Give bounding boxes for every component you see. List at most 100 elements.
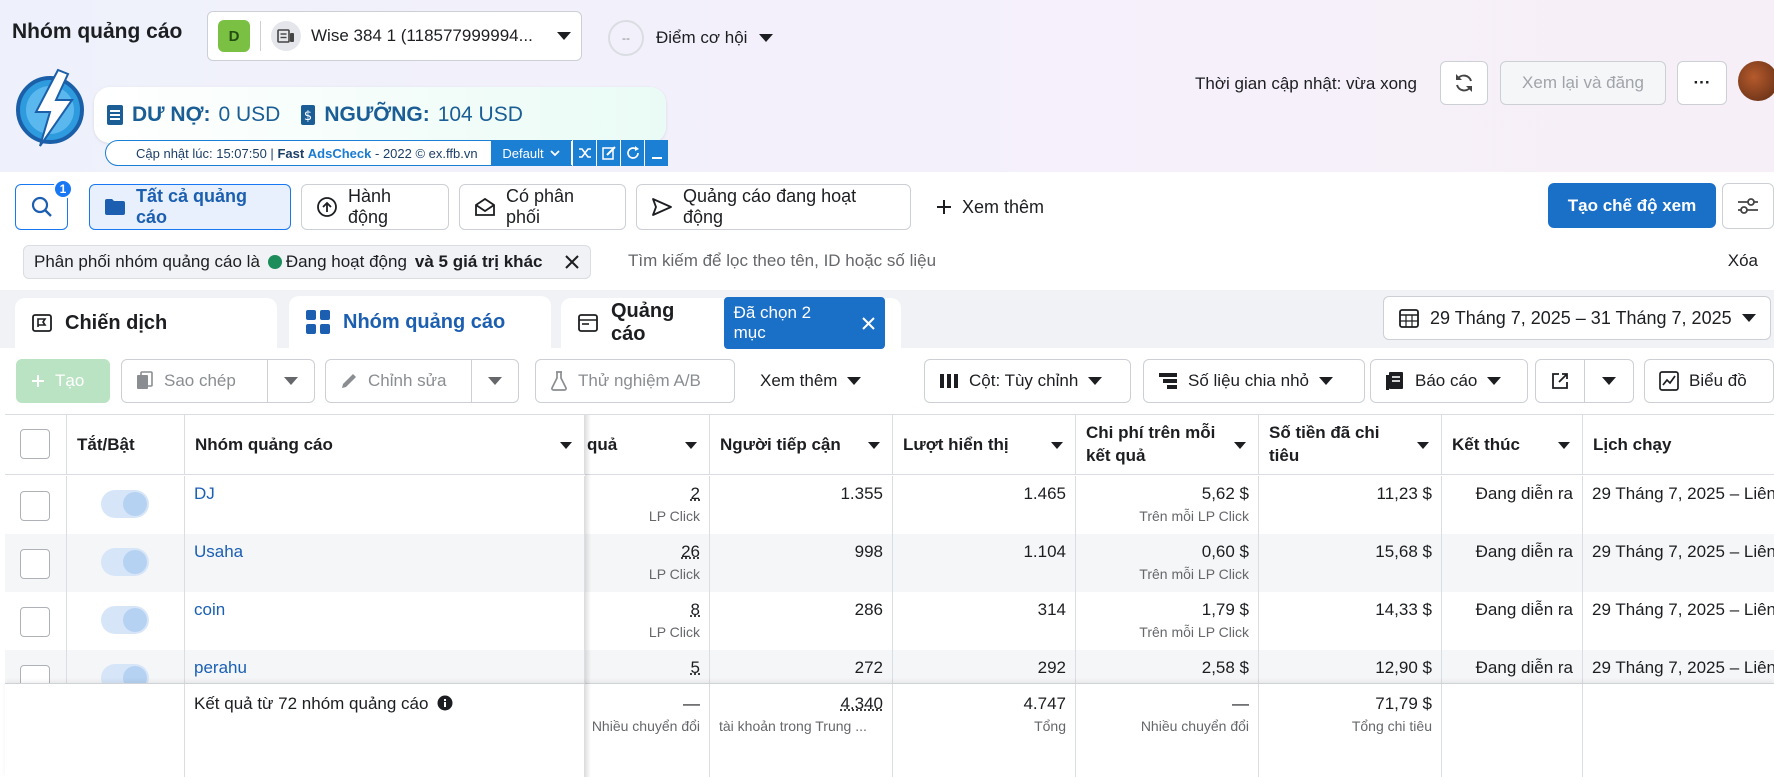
brand-fast: Fast <box>277 146 304 161</box>
extension-status-bar: Cập nhật lúc: 15:07:50 | Fast AdsCheck -… <box>105 140 668 166</box>
more-options-button[interactable]: ··· <box>1677 61 1727 105</box>
report-icon <box>1385 371 1405 391</box>
chart-label: Biểu đồ <box>1689 371 1747 391</box>
edit-dropdown[interactable] <box>471 359 519 403</box>
delivery-filter-chip[interactable]: Phân phối nhóm quảng cáo là Đang hoạt độ… <box>23 245 591 279</box>
footer-summary-label: Kết quả từ 72 nhóm quảng cáo <box>194 694 428 713</box>
breakdown-button[interactable]: Số liệu chia nhỏ <box>1143 359 1365 403</box>
account-selector[interactable]: D Wise 384 1 (118577999994... <box>207 11 582 61</box>
info-icon[interactable] <box>437 695 453 711</box>
date-range-picker[interactable]: 29 Tháng 7, 2025 – 31 Tháng 7, 2025 <box>1383 296 1771 340</box>
column-header-name[interactable]: Nhóm quảng cáo <box>185 415 585 475</box>
status-toggle[interactable] <box>101 664 149 683</box>
customize-view-button[interactable] <box>1722 183 1774 229</box>
table-row[interactable]: perahu 5 272 292 2,58 $ 12,90 $ Đang diễ… <box>5 650 1774 683</box>
table-row[interactable]: DJ 2 LP Click 1.355 1.465 5,62 $ Trên mỗi … <box>5 476 1774 534</box>
column-header-schedule[interactable]: Lịch chạy <box>1583 415 1774 475</box>
edit-icon[interactable] <box>596 140 620 166</box>
selected-items-chip[interactable]: Đã chọn 2 mục <box>724 297 885 349</box>
duplicate-button[interactable]: Sao chép <box>121 359 268 403</box>
fast-adscheck-logo-icon[interactable] <box>12 66 92 150</box>
results-subtext: LP Click <box>594 508 700 524</box>
reports-button[interactable]: Báo cáo <box>1370 359 1528 403</box>
status-toggle[interactable] <box>101 606 149 634</box>
tab-adsets[interactable]: Nhóm quảng cáo <box>289 296 551 348</box>
delivered-button[interactable]: Có phân phối <box>459 184 626 230</box>
cpr-cell: 1,79 $ Trên mỗi LP Click <box>1076 592 1259 650</box>
adset-name-link[interactable]: DJ <box>185 476 585 534</box>
ab-test-button[interactable]: Thử nghiệm A/B <box>535 359 735 403</box>
all-ads-button[interactable]: Tất cả quảng cáo <box>89 184 291 230</box>
row-checkbox[interactable] <box>20 491 50 521</box>
adset-name-link[interactable]: perahu <box>185 650 585 683</box>
cpr-cell: 2,58 $ <box>1076 650 1259 683</box>
duplicate-dropdown[interactable] <box>267 359 315 403</box>
close-icon[interactable] <box>862 317 875 330</box>
profile-select[interactable]: Default <box>491 140 571 166</box>
export-dropdown[interactable] <box>1584 359 1634 403</box>
column-header-toggle[interactable]: Tắt/Bật <box>67 415 185 475</box>
edit-button[interactable]: Chỉnh sửa <box>325 359 472 403</box>
columns-label: Cột: Tùy chỉnh <box>969 371 1078 391</box>
footer-spacer <box>5 684 185 777</box>
sort-caret-icon <box>868 442 880 449</box>
review-publish-button[interactable]: Xem lại và đăng <box>1500 61 1666 105</box>
adset-name-link[interactable]: coin <box>185 592 585 650</box>
refresh-icon[interactable] <box>620 140 644 166</box>
avatar[interactable] <box>1738 61 1774 101</box>
table-row[interactable]: Usaha 26 LP Click 998 1.104 0,60 $ Trên mỗ… <box>5 534 1774 592</box>
footer-results-value: — <box>585 694 700 714</box>
tab-ads[interactable]: Quảng cáo Đã chọn 2 mục <box>561 298 901 348</box>
spent-cell: 12,90 $ <box>1259 650 1442 683</box>
delivered-label: Có phân phối <box>506 186 611 228</box>
status-toggle[interactable] <box>101 490 149 518</box>
row-checkbox[interactable] <box>20 549 50 579</box>
column-header-amount-spent[interactable]: Số tiền đã chi tiêu <box>1259 415 1442 475</box>
minimize-icon[interactable] <box>644 140 668 166</box>
row-checkbox[interactable] <box>20 665 50 683</box>
update-status: Thời gian cập nhật: vừa xong <box>1195 74 1417 94</box>
active-ads-button[interactable]: Quảng cáo đang hoạt động <box>636 184 911 230</box>
create-view-button[interactable]: Tạo chế độ xem <box>1548 183 1716 228</box>
sort-caret-icon <box>1558 442 1570 449</box>
opportunity-score[interactable]: -- Điểm cơ hội <box>608 20 773 56</box>
sort-caret-icon <box>560 442 572 449</box>
columns-button[interactable]: Cột: Tùy chỉnh <box>924 359 1131 403</box>
create-label: Tạo <box>55 371 84 391</box>
search-button[interactable]: 1 <box>15 184 68 230</box>
chart-button[interactable]: Biểu đồ <box>1644 359 1774 403</box>
column-header-impressions[interactable]: Lượt hiển thị <box>893 415 1076 475</box>
status-toggle[interactable] <box>101 548 149 576</box>
column-header-cost-per-result[interactable]: Chi phí trên mỗi kết quả <box>1076 415 1259 475</box>
tab-adsets-label: Nhóm quảng cáo <box>343 311 505 334</box>
shuffle-icon[interactable] <box>572 140 596 166</box>
column-header-impressions-label: Lượt hiển thị <box>903 435 1009 455</box>
column-header-results[interactable]: quả <box>585 415 710 475</box>
create-button[interactable]: Tạo <box>16 359 110 403</box>
see-more-filters-button[interactable]: Xem thêm <box>921 184 1061 230</box>
column-header-reach[interactable]: Người tiếp cận <box>710 415 893 475</box>
frozen-column-shadow <box>585 415 591 777</box>
upload-circle-icon <box>316 196 338 218</box>
row-toggle-cell <box>67 592 185 650</box>
column-header-ends[interactable]: Kết thúc <box>1442 415 1583 475</box>
table-row[interactable]: coin 8 LP Click 286 314 1,79 $ Trên mỗi LP… <box>5 592 1774 650</box>
clear-filters-button[interactable]: Xóa <box>1728 251 1758 271</box>
more-actions-button[interactable]: Xem thêm <box>745 359 885 403</box>
actions-button[interactable]: Hành động <box>301 184 449 230</box>
footer-ends <box>1442 684 1583 777</box>
tab-campaigns[interactable]: Chiến dịch <box>15 298 277 348</box>
adset-name-link[interactable]: Usaha <box>185 534 585 592</box>
filter-search-input[interactable]: Tìm kiếm để lọc theo tên, ID hoặc số liệ… <box>628 251 936 271</box>
table-footer: Kết quả từ 72 nhóm quảng cáo — Nhiều chuy… <box>5 683 1774 777</box>
row-checkbox[interactable] <box>20 607 50 637</box>
close-icon[interactable] <box>564 254 580 270</box>
select-all-checkbox[interactable] <box>20 429 50 459</box>
export-button[interactable] <box>1535 359 1585 403</box>
column-header-spent-label: Số tiền đã chi tiêu <box>1269 422 1409 466</box>
results-value: 5 <box>594 658 700 678</box>
threshold-label: NGƯỠNG: <box>324 103 429 127</box>
footer-schedule <box>1583 684 1774 777</box>
refresh-button[interactable] <box>1440 61 1488 105</box>
cpr-value: 1,79 $ <box>1085 600 1249 620</box>
